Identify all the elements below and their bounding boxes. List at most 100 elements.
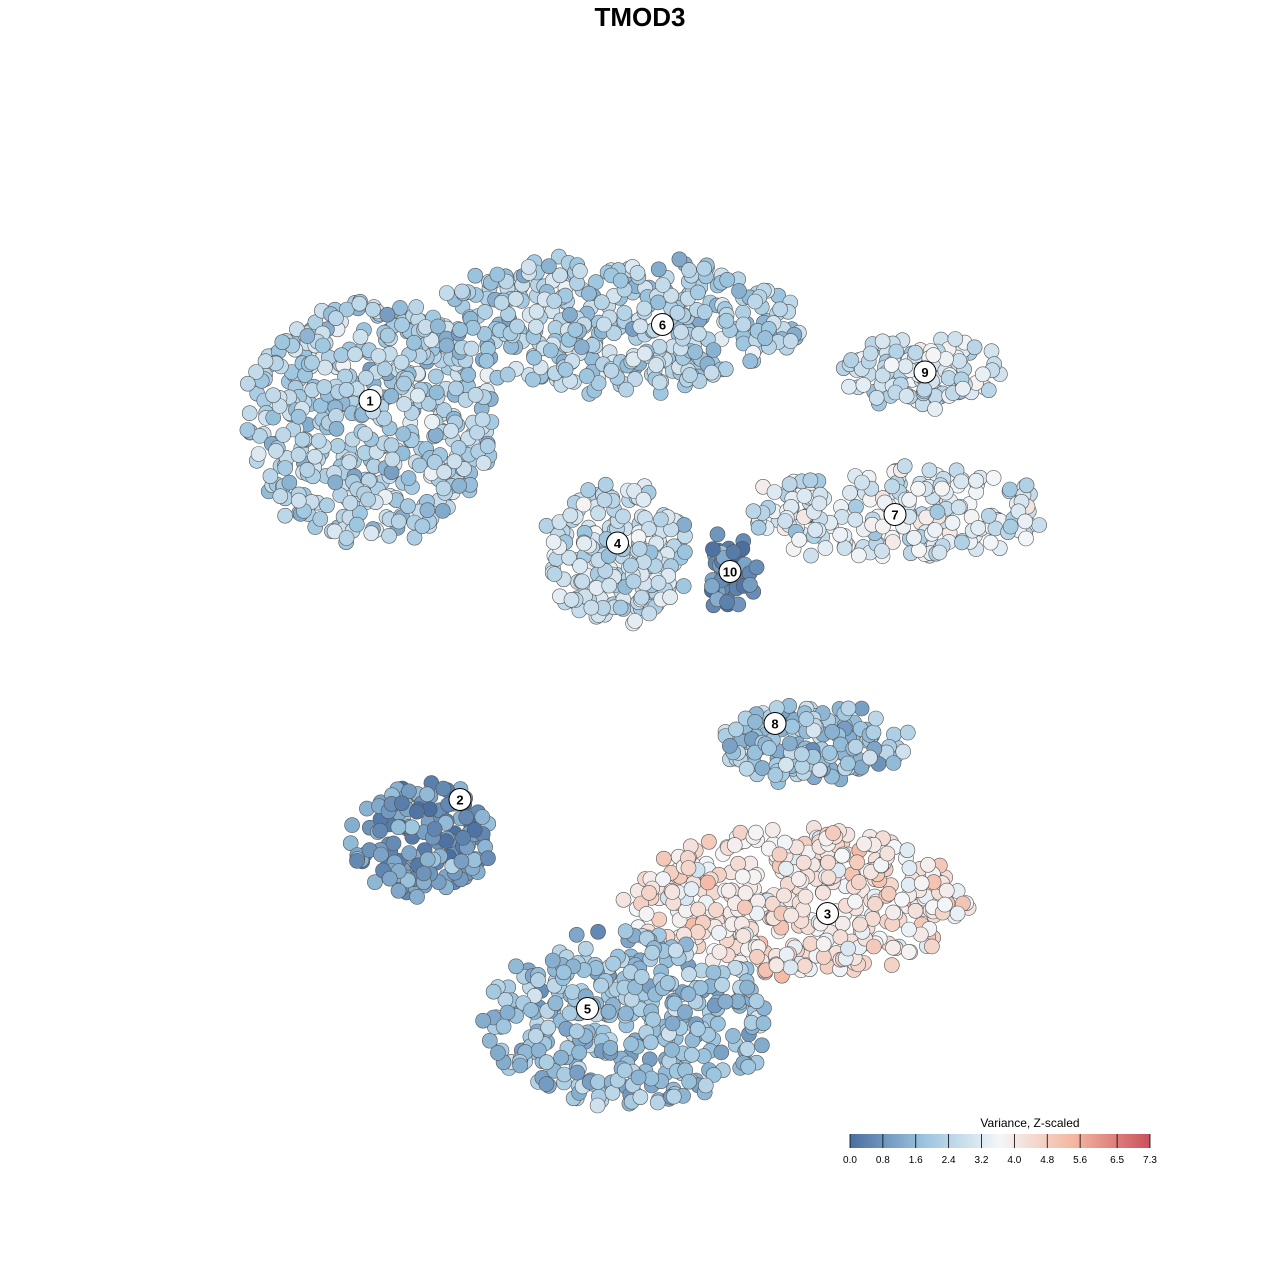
cell-point xyxy=(737,899,753,916)
legend-tick-label: 4.8 xyxy=(1040,1155,1054,1166)
cell-point xyxy=(897,358,914,375)
cell-point xyxy=(495,1018,512,1035)
cell-point xyxy=(367,874,383,891)
cell-point xyxy=(663,287,680,304)
cell-point xyxy=(623,557,639,574)
cell-point xyxy=(542,342,559,359)
cell-point xyxy=(635,554,652,570)
cell-point xyxy=(248,364,264,380)
cell-point xyxy=(448,380,464,397)
cell-point xyxy=(419,786,436,803)
cell-point xyxy=(868,389,885,406)
cell-point xyxy=(341,454,358,471)
cell-point xyxy=(874,543,890,559)
cell-point xyxy=(836,540,853,556)
cell-point xyxy=(597,476,614,493)
cell-point xyxy=(705,342,722,358)
cell-point xyxy=(344,817,360,833)
cell-point xyxy=(778,860,794,877)
cell-point xyxy=(899,724,916,741)
cell-point xyxy=(650,261,667,278)
chart-title: TMOD3 xyxy=(595,2,686,32)
cell-point xyxy=(677,1004,693,1020)
cell-point xyxy=(766,484,783,500)
cell-point xyxy=(415,865,432,882)
cell-point xyxy=(697,1077,714,1094)
cell-point xyxy=(690,284,706,301)
cell-point xyxy=(281,474,298,491)
cell-point xyxy=(294,431,311,448)
cell-point xyxy=(556,1066,573,1083)
cell-point xyxy=(465,319,481,336)
cell-point xyxy=(583,599,600,616)
cell-point xyxy=(867,896,883,912)
cell-point xyxy=(274,334,291,351)
cell-point xyxy=(901,860,918,876)
cell-point xyxy=(617,923,634,940)
cell-point xyxy=(400,470,417,486)
cell-point xyxy=(603,362,620,379)
cell-point xyxy=(664,884,681,900)
legend-tick-label: 1.6 xyxy=(909,1155,923,1166)
cell-point xyxy=(466,822,483,838)
cluster-label-text: 7 xyxy=(891,508,898,523)
cell-point xyxy=(927,401,943,417)
cell-point xyxy=(446,453,463,470)
cell-point xyxy=(968,472,985,489)
cell-point xyxy=(572,558,588,574)
cell-point xyxy=(667,942,684,959)
legend-tick-label: 0.0 xyxy=(843,1155,857,1166)
cell-point xyxy=(654,277,671,293)
cell-point xyxy=(467,267,484,284)
cell-point xyxy=(944,514,961,531)
cell-point xyxy=(874,367,891,384)
cell-point xyxy=(653,511,669,528)
cell-point xyxy=(600,1003,617,1020)
cell-point xyxy=(842,484,858,501)
cell-point xyxy=(747,744,763,761)
cell-point xyxy=(265,387,282,404)
cell-point xyxy=(983,343,1000,360)
cell-point xyxy=(850,547,867,564)
cell-point xyxy=(528,318,544,335)
cell-point xyxy=(562,507,579,524)
cell-point xyxy=(438,285,455,301)
cell-point xyxy=(677,544,693,560)
cell-point xyxy=(875,518,891,535)
cell-point xyxy=(825,825,841,841)
cell-point xyxy=(631,541,648,557)
cell-point xyxy=(728,721,744,738)
cell-point xyxy=(641,521,657,537)
cell-point xyxy=(290,408,307,425)
cell-point xyxy=(329,438,346,454)
cell-point xyxy=(327,474,344,491)
cell-point xyxy=(606,325,622,342)
cell-point xyxy=(708,902,724,918)
cell-point xyxy=(578,368,595,384)
cell-point xyxy=(493,294,510,311)
cell-point xyxy=(793,746,810,763)
cell-point xyxy=(739,1041,756,1057)
cell-point xyxy=(268,443,284,459)
cell-point xyxy=(567,321,584,338)
cell-point xyxy=(489,266,506,283)
cell-point xyxy=(687,344,704,360)
cell-point xyxy=(338,530,355,546)
cell-point xyxy=(726,837,743,853)
cell-point xyxy=(731,283,747,299)
cluster-label-9: 9 xyxy=(913,360,937,384)
cell-point xyxy=(937,896,953,913)
cell-point xyxy=(428,368,444,385)
cell-point xyxy=(390,513,407,530)
cell-point xyxy=(885,939,901,956)
cell-point xyxy=(920,856,936,873)
cell-point xyxy=(907,344,924,361)
cluster-label-text: 8 xyxy=(771,717,778,732)
cell-point xyxy=(421,801,438,818)
cell-point xyxy=(555,964,572,981)
cell-point xyxy=(316,379,333,395)
cell-point xyxy=(633,589,650,606)
cluster-label-3: 3 xyxy=(816,902,839,925)
cell-point xyxy=(750,519,767,536)
